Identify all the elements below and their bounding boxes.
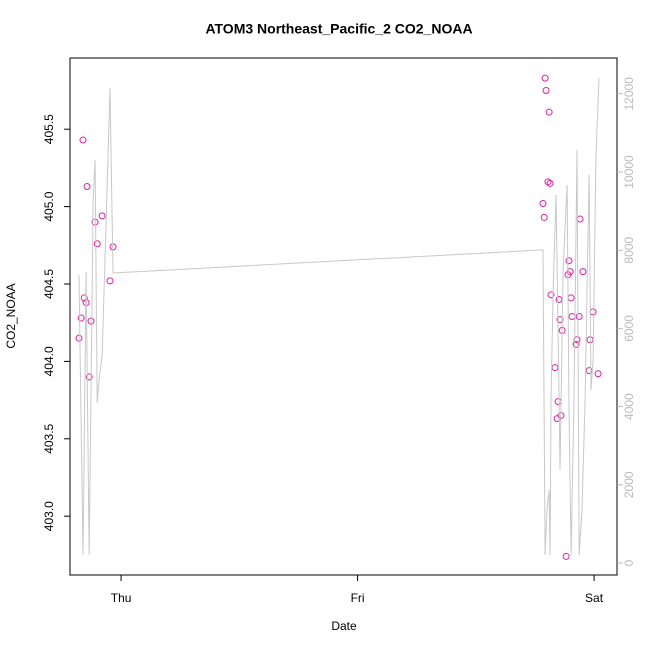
data-point (566, 268, 574, 276)
data-point (93, 240, 101, 248)
y-tick-label: 405.5 (42, 114, 56, 144)
data-point (551, 364, 559, 372)
data-point (579, 268, 587, 276)
y-tick-label: 403.0 (42, 501, 56, 531)
data-point (544, 178, 552, 186)
y2-tick-label: 12000 (622, 77, 636, 111)
data-point (540, 213, 548, 221)
y-tick-label: 403.5 (42, 423, 56, 453)
data-point (567, 294, 575, 302)
data-point (83, 182, 91, 190)
y2-tick-label: 8000 (622, 237, 636, 264)
data-point (594, 370, 602, 378)
data-point (562, 552, 570, 560)
data-point (87, 317, 95, 325)
x-tick-label: Fri (351, 591, 365, 605)
altitude-line (78, 77, 600, 556)
data-point (565, 257, 573, 265)
data-point (542, 87, 550, 95)
data-point (575, 313, 583, 320)
y2-tick-label: 0 (622, 559, 636, 566)
y2-tick-label: 6000 (622, 315, 636, 342)
data-point (547, 291, 555, 299)
x-tick-label: Sat (585, 591, 604, 605)
data-point (589, 308, 597, 316)
y2-tick-label: 10000 (622, 155, 636, 189)
y2-tick-label: 2000 (622, 471, 636, 498)
data-point (75, 334, 83, 342)
data-point (555, 295, 563, 303)
chart-title: ATOM3 Northeast_Pacific_2 CO2_NOAA (205, 21, 472, 37)
data-point (568, 313, 576, 320)
data-point (98, 212, 106, 220)
plot-frame (69, 57, 618, 576)
data-point (573, 336, 581, 344)
y2-tick-label: 4000 (622, 393, 636, 420)
data-point (85, 373, 93, 381)
y-axis-label: CO2_NOAA (4, 283, 18, 348)
data-point (554, 398, 562, 406)
data-point (545, 108, 553, 116)
data-point (546, 179, 554, 187)
data-point (91, 218, 99, 226)
y-tick-label: 405.0 (42, 191, 56, 221)
data-point (106, 277, 114, 285)
data-point (576, 215, 584, 223)
data-point (556, 316, 564, 324)
data-point (77, 314, 85, 322)
x-axis-label: Date (331, 619, 357, 633)
y-tick-label: 404.0 (42, 346, 56, 376)
data-point (80, 294, 88, 302)
data-point (572, 340, 580, 348)
data-point (79, 136, 87, 144)
x-tick-label: Thu (111, 591, 132, 605)
data-point (539, 200, 547, 208)
y-tick-label: 404.5 (42, 269, 56, 299)
data-point (541, 74, 549, 82)
